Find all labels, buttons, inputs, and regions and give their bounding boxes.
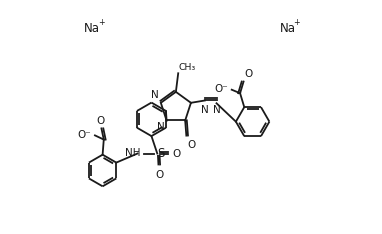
Text: O: O [96, 116, 104, 126]
Text: O: O [155, 170, 163, 180]
Text: S: S [157, 147, 165, 160]
Text: N: N [213, 105, 220, 115]
Text: NH: NH [125, 148, 140, 158]
Text: +: + [98, 18, 105, 27]
Text: N: N [157, 122, 165, 132]
Text: O: O [172, 149, 181, 158]
Text: O: O [188, 140, 196, 150]
Text: O⁻: O⁻ [78, 130, 91, 140]
Text: Na: Na [84, 22, 100, 35]
Text: N: N [201, 105, 209, 115]
Text: N: N [151, 91, 159, 100]
Text: CH₃: CH₃ [179, 63, 196, 72]
Text: Na: Na [279, 22, 295, 35]
Text: O: O [245, 69, 253, 79]
Text: O⁻: O⁻ [214, 84, 228, 94]
Text: +: + [293, 18, 300, 27]
